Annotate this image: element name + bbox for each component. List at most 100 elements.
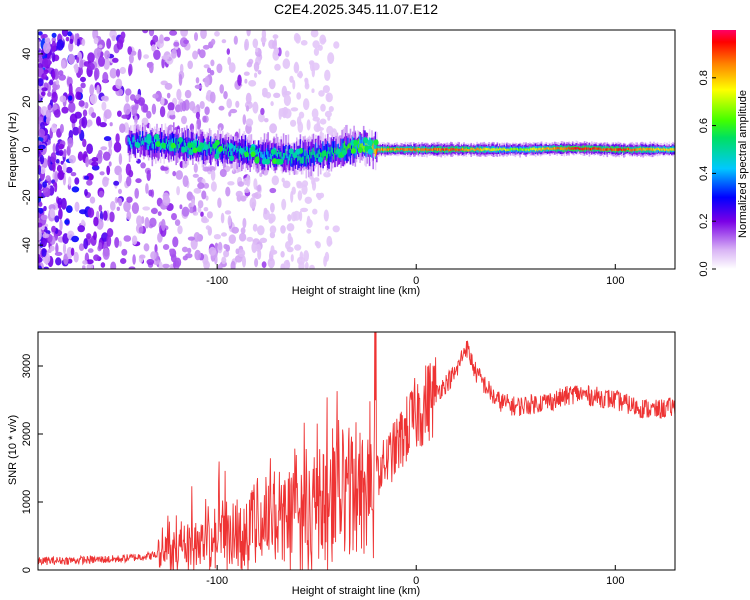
spectrogram-noise-cell [40, 214, 48, 221]
spectrogram-ridge-cell [257, 151, 260, 158]
spectrogram-ridge-cell [416, 147, 419, 150]
spectrogram-ridge-cell [242, 150, 244, 158]
spectrogram-noise-cell [257, 225, 265, 236]
spectrogram-ridge-cell [391, 148, 394, 151]
spectrogram-ridge-cell [304, 149, 306, 156]
spectrogram-ridge-cell [473, 148, 476, 151]
spectrogram-noise-cell [300, 40, 308, 46]
spectrogram-ridge-cell [507, 148, 509, 151]
spectrogram-noise-cell [244, 78, 248, 84]
spectrogram-ridge-cell [334, 141, 336, 154]
spectrogram-ridge-cell [453, 148, 456, 151]
spectrogram-noise-cell [265, 91, 272, 99]
spectrogram-noise-cell [187, 247, 192, 254]
spectrogram-noise-cell [80, 82, 86, 89]
spectrogram-noise-cell [103, 109, 112, 120]
spectrogram-ridge-cell [192, 147, 198, 154]
spectrogram-noise-cell [167, 110, 176, 116]
spectrogram-noise-cell [319, 118, 327, 125]
spectrogram-ridge-cell [536, 148, 538, 151]
spectrogram-noise-cell [120, 258, 127, 264]
spectrogram-noise-cell [252, 101, 259, 114]
spectrogram-noise-cell [69, 38, 74, 45]
spectrogram-noise-cell [172, 170, 177, 177]
spectrogram-noise-cell [306, 119, 311, 131]
spectrogram-noise-cell [42, 233, 50, 239]
spectrogram-noise-cell [65, 205, 73, 214]
spectrogram-noise-cell [111, 35, 116, 42]
spectrogram-ridge-cell [501, 148, 503, 151]
spectrogram-ridge-cell [144, 136, 146, 149]
spectrogram-ridge-cell [569, 147, 572, 151]
spectrogram-noise-cell [235, 100, 240, 108]
spectrogram-noise-cell [253, 61, 260, 72]
spectrogram-ridge-cell [386, 148, 389, 151]
spectrogram-ridge-cell [134, 139, 137, 155]
spectrogram-ridge-cell [161, 142, 167, 149]
spectrogram-noise-cell [195, 111, 200, 120]
spectrogram-noise-cell [199, 101, 205, 109]
spectrogram-noise-cell [98, 149, 103, 157]
spectrogram-ridge-cell [177, 144, 180, 151]
spectrogram-noise-cell [67, 258, 73, 264]
spectrogram-noise-cell [117, 110, 122, 117]
spectrogram-noise-cell [78, 100, 85, 107]
spectrogram-noise-cell [180, 30, 188, 37]
spectrogram-noise-cell [284, 50, 290, 58]
spectrogram-noise-cell [254, 72, 258, 78]
spectrogram-ridge-cell [476, 147, 478, 151]
spectrogram-ridge-cell [313, 151, 316, 165]
spectrogram-ridge-cell [235, 144, 237, 150]
spectrogram-noise-cell [201, 215, 208, 223]
spectrogram-y-label: Frequency (Hz) [7, 112, 19, 188]
spectrogram-noise-cell [244, 38, 250, 51]
spectrogram-noise-cell [264, 118, 269, 123]
spectrogram-noise-cell [173, 41, 180, 47]
spectrogram-ridge-cell [304, 151, 306, 167]
spectrogram-noise-cell [68, 83, 73, 96]
spectrogram-ridge-cell [269, 153, 272, 159]
spectrogram-ridge-cell [238, 152, 241, 161]
spectrogram-noise-cell [183, 39, 190, 45]
spectrogram-ridge-cell [593, 146, 595, 150]
spectrogram-ridge-cell [131, 134, 133, 145]
spectrogram-ridge-cell [319, 152, 322, 160]
spectrogram-noise-cell [309, 61, 315, 72]
spectrogram-ridge-cell [322, 141, 324, 159]
spectrogram-ridge-cell [430, 148, 433, 151]
spectrogram-noise-cell [116, 206, 121, 211]
spectrogram-noise-cell [59, 219, 63, 232]
spectrogram-ridge-cell [278, 158, 284, 165]
spectrogram-ridge-cell [372, 142, 374, 149]
spectrogram-noise-cell [171, 49, 177, 59]
spectrogram-ridge-cell [128, 137, 131, 145]
snr-x-tick-label: -100 [206, 575, 228, 587]
spectrogram-noise-cell [56, 164, 63, 173]
spectrogram-ridge-cell [334, 147, 336, 154]
spectrogram-noise-cell [80, 76, 86, 83]
spectrogram-ridge-cell [331, 147, 334, 155]
snr-x-tick-label: 0 [413, 575, 419, 587]
spectrogram-noise-cell [269, 187, 277, 194]
spectrogram-ridge-cell [188, 149, 194, 156]
spectrogram-ridge-cell [613, 148, 616, 151]
spectrogram-ridge-cell [471, 147, 474, 150]
spectrogram-ridge-cell [451, 147, 453, 151]
spectrogram-noise-cell [38, 247, 41, 256]
spectrogram-noise-cell [84, 189, 88, 196]
spectrogram-noise-cell [178, 73, 183, 86]
spectrogram-ridge-cell [573, 147, 575, 151]
spectrogram-ridge-cell [479, 147, 482, 151]
spectrogram-ridge-cell [228, 143, 234, 149]
spectrogram-ridge-cell [602, 148, 605, 152]
spectrogram-ridge-cell [623, 147, 625, 151]
spectrogram-ridge-cell [292, 152, 298, 159]
snr-frame [37, 331, 676, 571]
spectrogram-noise-cell [41, 87, 48, 92]
spectrogram-ridge-cell [286, 153, 288, 159]
spectrogram-ridge-cell [140, 141, 143, 146]
spectrogram-noise-cell [56, 39, 64, 51]
spectrogram-ridge-cell [616, 148, 618, 151]
spectrogram-ridge-cell [636, 148, 638, 151]
snr-panel: -100 0 100 0 1000 2000 3000 Height of straigh… [7, 331, 676, 597]
